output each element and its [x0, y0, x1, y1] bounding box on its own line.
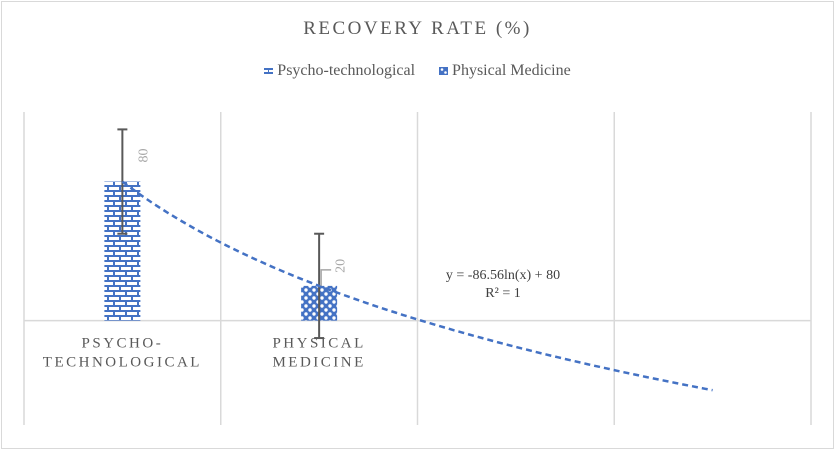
category-label: MEDICINE [272, 355, 365, 371]
brick-pattern-swatch-icon [264, 68, 274, 74]
category-label: PHYSICAL [272, 336, 365, 352]
grid-layer [23, 112, 812, 425]
category-label: PSYCHO- [82, 336, 164, 352]
legend-item-physical-medicine[interactable]: Physical Medicine [439, 62, 571, 80]
category-label: TECHNOLOGICAL [43, 355, 202, 371]
legend-item-psycho-technological[interactable]: Psycho-technological [264, 62, 415, 80]
bar-layer [104, 128, 338, 340]
data-label: 20 [333, 259, 348, 273]
data-label-leader-line [320, 269, 332, 286]
label-layer: 80 20 PSYCHO- TECHNOLOGICAL PHYSICAL MEDICINE… [43, 149, 560, 371]
trendline-r-squared: R² = 1 [485, 286, 520, 301]
data-label: 80 [137, 149, 152, 163]
legend: Psycho-technological Physical Medicine [0, 62, 835, 81]
trend-layer [121, 180, 713, 392]
checker-pattern-swatch-icon [439, 67, 449, 75]
legend-label: Psycho-technological [277, 62, 416, 79]
trendline-equation: y = -86.56ln(x) + 80 [446, 268, 560, 283]
trendline [121, 180, 713, 392]
chart-title: RECOVERY RATE (%) [303, 18, 532, 39]
legend-label: Physical Medicine [452, 62, 571, 79]
